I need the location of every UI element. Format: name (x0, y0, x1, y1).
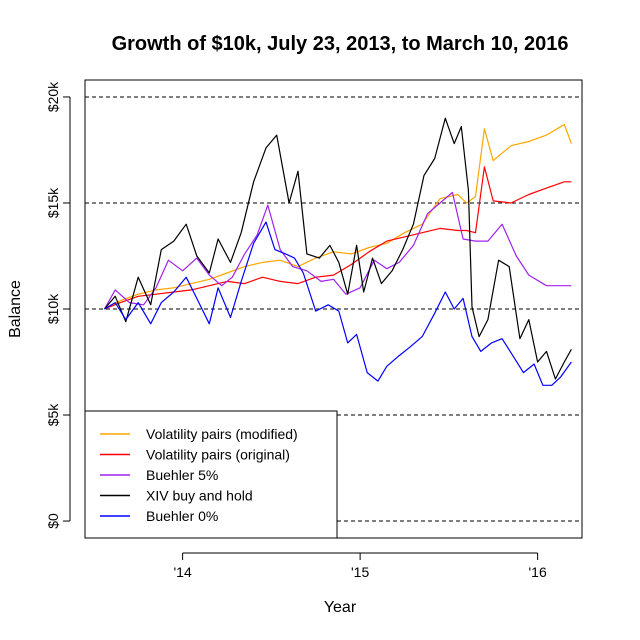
x-axis: '14 '15 '16 (174, 552, 547, 580)
legend-label: Volatility pairs (modified) (146, 426, 298, 442)
series-lines (103, 117, 572, 386)
legend-label: Volatility pairs (original) (146, 447, 290, 463)
y-tick-label: $5k (45, 403, 61, 427)
series-line-3 (103, 191, 572, 310)
chart-title: Growth of $10k, July 23, 2013, to March … (112, 33, 569, 55)
series-line-5 (104, 221, 572, 386)
y-axis-label: Balance (7, 280, 24, 338)
y-tick-label: $20k (45, 81, 61, 112)
x-tick-label: '16 (529, 564, 547, 580)
series-line-2 (104, 166, 572, 310)
x-axis-label: Year (324, 599, 357, 616)
legend: Volatility pairs (modified) Volatility pa… (84, 410, 338, 539)
y-tick-label: $15k (45, 187, 61, 218)
legend-label: XIV buy and hold (146, 488, 253, 504)
x-tick-label: '14 (174, 564, 192, 580)
y-axis: $0 $5k $10k $15k $20k (45, 81, 71, 529)
legend-label: Buehler 0% (146, 508, 218, 524)
legend-label: Buehler 5% (146, 467, 218, 483)
y-tick-label: $10k (45, 293, 61, 324)
y-tick-label: $0 (45, 513, 61, 529)
series-line-1 (104, 123, 572, 310)
series-line-4 (104, 117, 572, 380)
x-tick-label: '15 (351, 564, 369, 580)
